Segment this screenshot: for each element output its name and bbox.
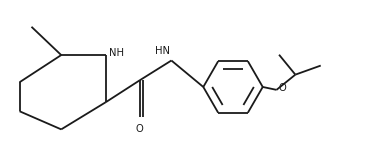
Text: O: O: [136, 124, 143, 134]
Text: HN: HN: [154, 46, 169, 56]
Text: NH: NH: [109, 48, 124, 58]
Text: O: O: [278, 83, 286, 93]
